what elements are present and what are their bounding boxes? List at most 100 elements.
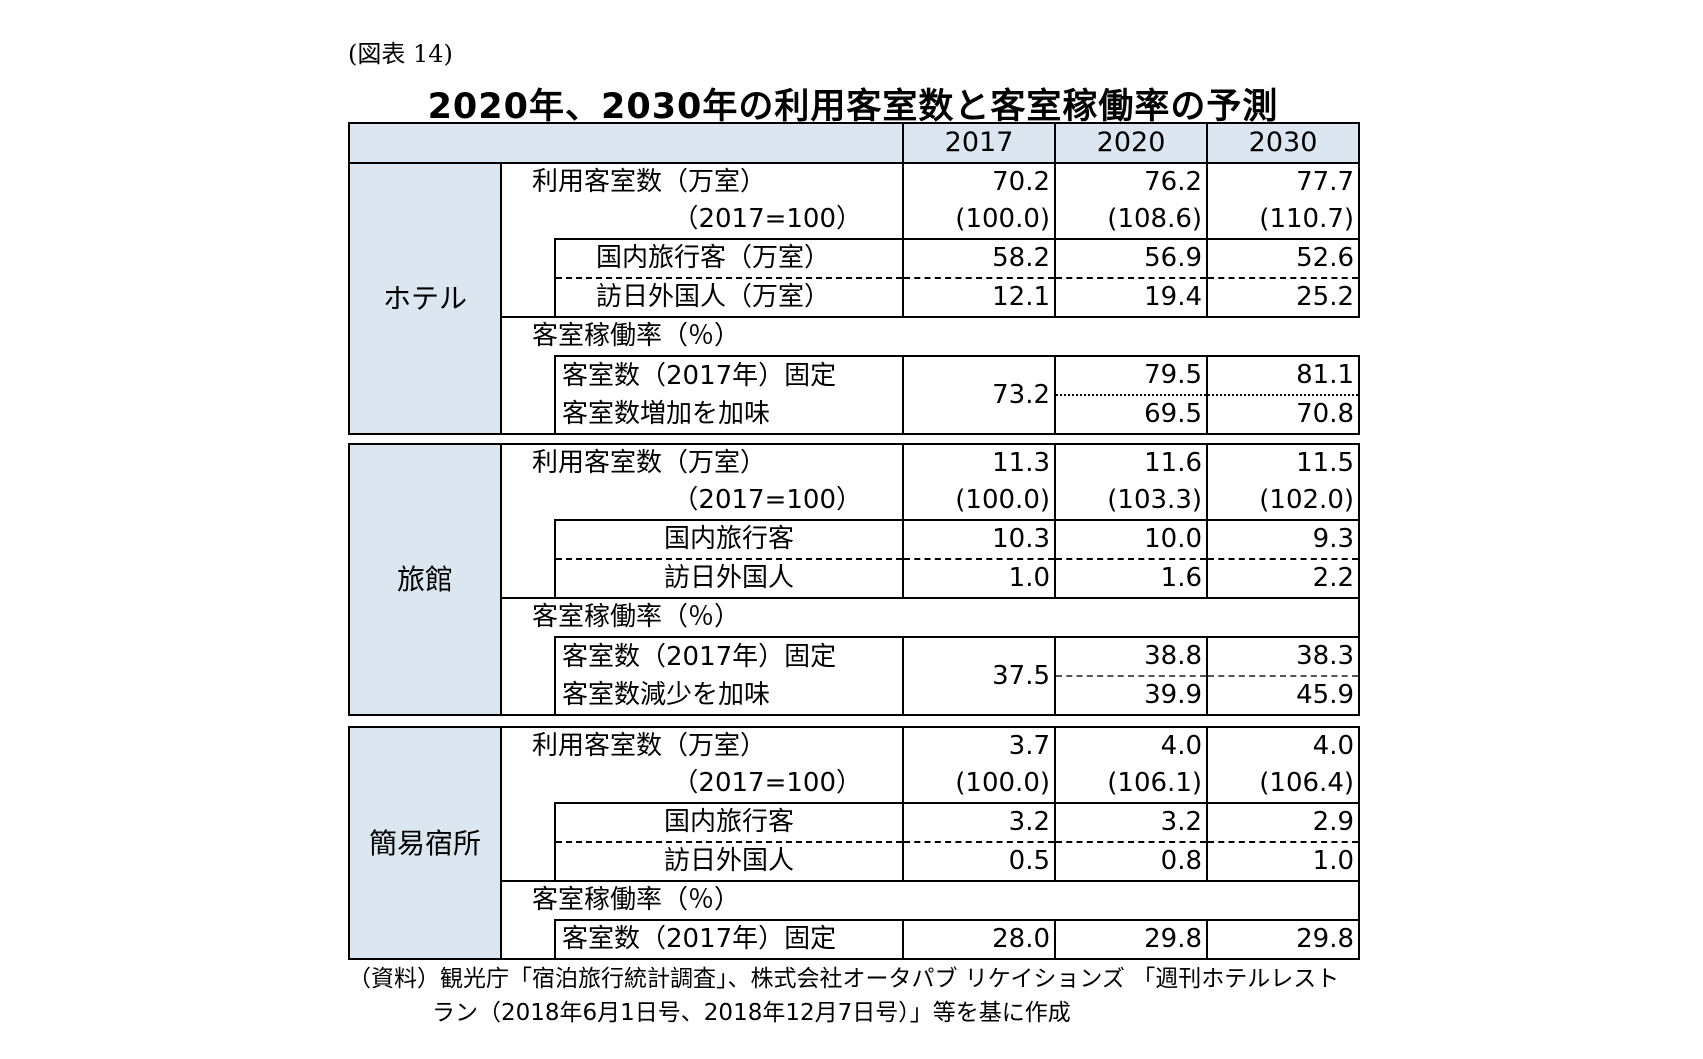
value-cell: 79.5 — [1054, 355, 1208, 396]
value-cell: 29.8 — [1206, 919, 1361, 960]
table-row: （2017=100） (100.0) (108.6) (110.7) — [349, 201, 1361, 239]
index-label: （2017=100） — [672, 768, 863, 798]
value-cell: 70.2 — [902, 163, 1056, 201]
occupancy-2017: 73.2 — [902, 355, 1056, 435]
value-cell: 25.2 — [1206, 278, 1361, 317]
fixed-label: 客室数（2017年）固定 — [553, 919, 904, 960]
source-note: （資料）観光庁「宿泊旅行統計調査」、株式会社オータパブ リケイションズ 「週刊ホ… — [348, 962, 1339, 1030]
index-label: （2017=100） — [672, 204, 863, 234]
value-cell: 52.6 — [1206, 238, 1361, 279]
fixed-label: 客室数（2017年）固定 — [553, 636, 904, 676]
table-row: 訪日外国人 0.5 0.8 1.0 — [349, 842, 1361, 881]
fixed-label: 客室数（2017年）固定 — [553, 355, 904, 395]
value-cell: 11.5 — [1206, 443, 1361, 482]
value-cell: (100.0) — [902, 201, 1056, 239]
hotel-table: 2017 2020 2030 ホテル 利用客室数（万室） 70.2 76.2 7… — [347, 122, 1361, 435]
value-cell: 1.6 — [1054, 559, 1208, 598]
value-cell: (106.4) — [1206, 765, 1361, 803]
value-cell: 9.3 — [1206, 519, 1361, 560]
table-row: 客室稼働率（％） — [349, 880, 1361, 920]
source-note-line-2: ラン（2018年6月1日号、2018年12月7日号）」等を基に作成 — [432, 1000, 1071, 1026]
figure-label: (図表 14) — [348, 40, 453, 68]
value-cell: (100.0) — [902, 765, 1056, 803]
value-cell: 0.5 — [902, 842, 1056, 881]
rooms-label: 利用客室数（万室） — [501, 726, 904, 765]
value-cell: 3.7 — [902, 726, 1056, 765]
table-row: 客室数（2017年）固定 28.0 29.8 29.8 — [349, 919, 1361, 960]
value-cell: 2.9 — [1206, 802, 1361, 843]
value-cell: 12.1 — [902, 278, 1056, 317]
table-row: 国内旅行客 10.3 10.0 9.3 — [349, 519, 1361, 560]
table-row: 国内旅行客（万室） 58.2 56.9 52.6 — [349, 238, 1361, 279]
table-row: 訪日外国人 1.0 1.6 2.2 — [349, 559, 1361, 598]
value-cell: 58.2 — [902, 238, 1056, 279]
adjusted-label: 客室数減少を加味 — [553, 676, 904, 716]
value-cell: 10.0 — [1054, 519, 1208, 560]
domestic-label: 国内旅行客 — [553, 802, 904, 843]
category-label: ホテル — [348, 162, 502, 435]
value-cell: 70.8 — [1206, 395, 1361, 435]
value-cell: (100.0) — [902, 482, 1056, 520]
value-cell: 56.9 — [1054, 238, 1208, 279]
table-row: （2017=100） (100.0) (106.1) (106.4) — [349, 765, 1361, 803]
table-row: 客室数増加を加味 69.5 70.8 — [349, 395, 1361, 435]
category-label: 旅館 — [348, 443, 502, 716]
value-cell: (103.3) — [1054, 482, 1208, 520]
value-cell: 38.8 — [1054, 636, 1208, 677]
table-row: 客室稼働率（％） — [349, 316, 1360, 356]
table-row: 客室数（2017年）固定 37.5 38.8 38.3 — [349, 636, 1361, 716]
value-cell: 29.8 — [1054, 919, 1208, 960]
value-cell: 0.8 — [1054, 842, 1208, 881]
value-cell: 76.2 — [1054, 163, 1208, 201]
rooms-label: 利用客室数（万室） — [501, 443, 904, 482]
header-blank — [347, 122, 905, 164]
value-cell: 1.0 — [902, 559, 1056, 598]
value-cell: 38.3 — [1206, 636, 1361, 677]
value-cell: (110.7) — [1206, 201, 1361, 239]
value-cell: 1.0 — [1206, 842, 1361, 881]
column-2030: 2030 — [1206, 122, 1361, 164]
value-cell: 81.1 — [1206, 355, 1361, 396]
occupancy-2017: 37.5 — [902, 636, 1056, 716]
header-row: 2017 2020 2030 — [347, 122, 1361, 164]
value-cell: 4.0 — [1206, 726, 1361, 765]
value-cell: 77.7 — [1206, 163, 1361, 201]
value-cell: 19.4 — [1054, 278, 1208, 317]
rooms-label: 利用客室数（万室） — [532, 167, 767, 197]
value-cell: 3.2 — [902, 802, 1056, 843]
simple-lodging-table: 簡易宿所 利用客室数（万室） 3.7 4.0 4.0 （2017=100） (1… — [348, 726, 1361, 960]
table-row: ホテル 利用客室数（万室） 70.2 76.2 77.7 — [348, 162, 1361, 435]
value-cell: 39.9 — [1054, 676, 1208, 716]
table-row: （2017=100） (100.0) (103.3) (102.0) — [349, 482, 1361, 520]
index-label: （2017=100） — [672, 485, 863, 515]
chart-title: 2020年、2030年の利用客室数と客室稼働率の予測 — [427, 87, 1279, 127]
foreign-label: 訪日外国人 — [553, 559, 904, 598]
source-note-line-1: （資料）観光庁「宿泊旅行統計調査」、株式会社オータパブ リケイションズ 「週刊ホ… — [348, 966, 1340, 992]
value-cell: 11.6 — [1054, 443, 1208, 482]
value-cell: 45.9 — [1206, 676, 1361, 716]
table-row: 国内旅行客 3.2 3.2 2.9 — [349, 802, 1361, 843]
occupancy-label: 客室稼働率（％） — [501, 316, 904, 356]
column-2017: 2017 — [902, 122, 1057, 164]
occupancy-label: 客室稼働率（％） — [501, 880, 904, 920]
table-row: 訪日外国人（万室） 12.1 19.4 25.2 — [349, 278, 1361, 317]
value-cell: (108.6) — [1054, 201, 1208, 239]
column-2020: 2020 — [1054, 122, 1209, 164]
occupancy-label: 客室稼働率（％） — [501, 597, 904, 637]
table-row: 客室数減少を加味 39.9 45.9 — [349, 676, 1361, 716]
value-cell: 69.5 — [1054, 395, 1208, 435]
value-cell: 11.3 — [902, 443, 1056, 482]
foreign-label: 訪日外国人（万室） — [553, 278, 904, 317]
table-row: 客室数（2017年）固定 73.2 79.5 81.1 — [349, 355, 1361, 435]
value-cell: 28.0 — [902, 919, 1056, 960]
table-row: 簡易宿所 利用客室数（万室） 3.7 4.0 4.0 — [348, 726, 1361, 960]
value-cell: 3.2 — [1054, 802, 1208, 843]
adjusted-label: 客室数増加を加味 — [553, 395, 904, 435]
value-cell: 10.3 — [902, 519, 1056, 560]
table-row: 客室稼働率（％） — [349, 597, 1361, 637]
value-cell: (102.0) — [1206, 482, 1361, 520]
value-cell: (106.1) — [1054, 765, 1208, 803]
domestic-label: 国内旅行客 — [553, 519, 904, 560]
ryokan-table: 旅館 利用客室数（万室） 11.3 11.6 11.5 （2017=100） (… — [348, 443, 1361, 716]
table-row: 旅館 利用客室数（万室） 11.3 11.6 11.5 — [348, 443, 1361, 716]
